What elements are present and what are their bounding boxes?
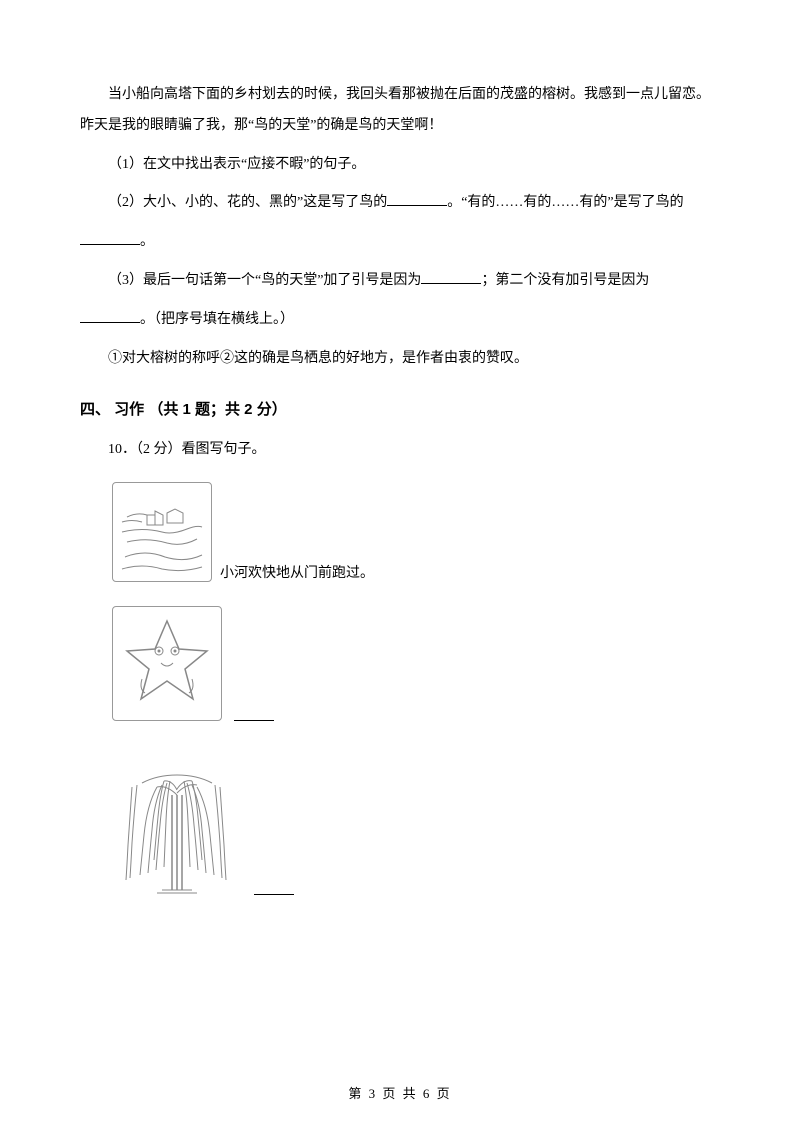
question-2: （2）大小、小的、花的、黑的”这是写了鸟的 。“有的……有的……有的”是写了鸟的 — [80, 188, 720, 219]
blank-field[interactable] — [234, 705, 274, 721]
page-footer: 第 3 页 共 6 页 — [0, 1083, 800, 1102]
q2-prefix: （2）大小、小的、花的、黑的”这是写了鸟的 — [108, 195, 387, 210]
star-icon — [117, 611, 217, 716]
question-3-options: ①对大榕树的称呼②这的确是鸟栖息的好地方，是作者由衷的赞叹。 — [80, 344, 720, 375]
blank-field[interactable] — [387, 192, 447, 206]
image-row-1: 小河欢快地从门前跑过。 — [80, 482, 720, 582]
image-caption-1: 小河欢快地从门前跑过。 — [220, 562, 374, 582]
q3-suffix: 。（把序号填在横线上。） — [140, 312, 294, 327]
image-river-house — [112, 482, 212, 582]
question-1: （1）在文中找出表示“应接不暇”的句子。 — [80, 150, 720, 181]
question-3: （3）最后一句话第一个“鸟的天堂”加了引号是因为 ；第二个没有加引号是因为 — [80, 266, 720, 297]
q2-suffix: 。 — [140, 234, 154, 249]
image-row-3 — [80, 745, 720, 895]
image-star — [112, 606, 222, 721]
willow-tree-icon — [112, 745, 242, 895]
image-row-2 — [80, 606, 720, 721]
question-2-cont: 。 — [80, 227, 720, 258]
question-3-cont: 。（把序号填在横线上。） — [80, 305, 720, 336]
reading-passage: 当小船向高塔下面的乡村划去的时候，我回头看那被抛在后面的茂盛的榕树。我感到一点儿… — [80, 80, 720, 142]
blank-field[interactable] — [80, 231, 140, 245]
q3-prefix: （3）最后一句话第一个“鸟的天堂”加了引号是因为 — [108, 273, 421, 288]
river-house-icon — [117, 487, 207, 577]
blank-field[interactable] — [80, 309, 140, 323]
q2-mid: 。“有的……有的……有的”是写了鸟的 — [447, 195, 683, 210]
question-10: 10．（2 分）看图写句子。 — [80, 435, 720, 466]
blank-field[interactable] — [254, 879, 294, 895]
image-willow — [112, 745, 242, 895]
blank-field[interactable] — [421, 270, 481, 284]
q3-mid: ；第二个没有加引号是因为 — [481, 273, 649, 288]
section-4-heading: 四、 习作 （共 1 题；共 2 分） — [80, 398, 720, 419]
